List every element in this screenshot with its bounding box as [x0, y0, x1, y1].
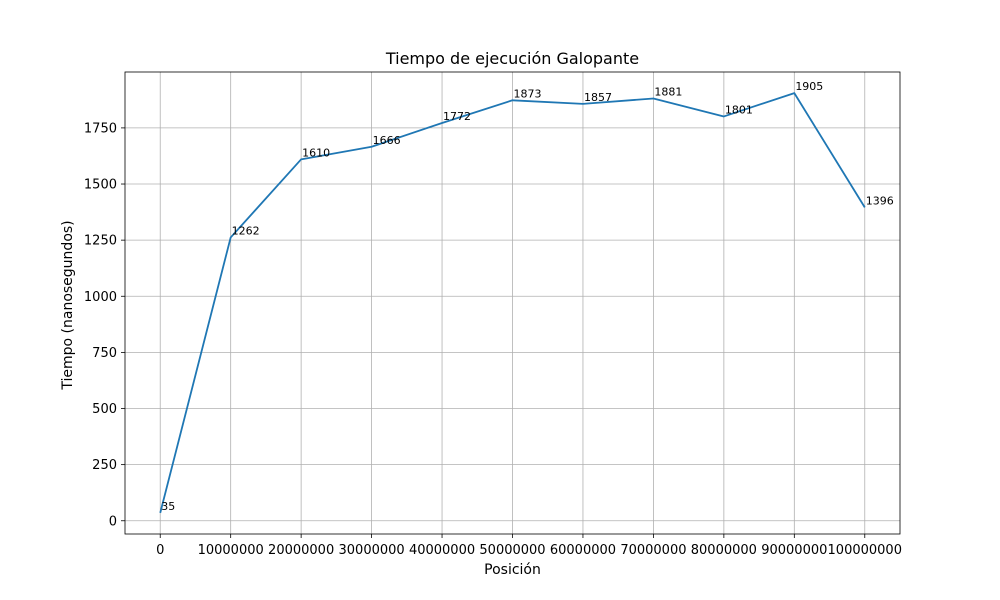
x-tick-label: 30000000: [339, 543, 405, 558]
x-tick-label: 70000000: [620, 543, 686, 558]
x-tick-label: 100000000: [828, 543, 902, 558]
series-line: [159, 92, 866, 514]
x-axis-label: Posición: [484, 562, 541, 578]
data-label: 1666: [373, 134, 401, 147]
data-label: 1610: [302, 146, 330, 159]
axes: 0 10000000 20000000 30000000 40000000 5000000…: [84, 71, 902, 558]
data-label: 35: [161, 500, 175, 513]
y-axis-label: Tiempo (nanosegundos): [60, 220, 76, 390]
x-tick-label: 10000000: [198, 543, 264, 558]
y-tick-label: 0: [109, 514, 117, 529]
y-tick-label: 1000: [84, 290, 117, 305]
series: [159, 92, 866, 514]
y-tick-label: 1500: [84, 178, 117, 193]
y-tick-label: 250: [92, 458, 117, 473]
data-label: 1772: [443, 110, 471, 123]
y-tick-label: 1250: [84, 234, 117, 249]
x-tick-label: 40000000: [409, 543, 475, 558]
data-label: 1857: [584, 91, 612, 104]
y-tick-label: 750: [92, 346, 117, 361]
x-tick-label: 60000000: [550, 543, 616, 558]
x-tick-label: 80000000: [691, 543, 757, 558]
x-tick-label: 20000000: [268, 543, 334, 558]
x-tick-label: 90000000: [761, 543, 827, 558]
data-label: 1881: [654, 85, 682, 98]
data-label: 1801: [725, 103, 753, 116]
x-tick-label: 0: [156, 543, 164, 558]
grid: [125, 72, 900, 534]
data-label: 1905: [795, 80, 823, 93]
plot-frame: [124, 71, 901, 535]
data-label: 1873: [514, 87, 542, 100]
chart-title: Tiempo de ejecución Galopante: [385, 49, 639, 68]
x-tick-label: 50000000: [479, 543, 545, 558]
y-tick-label: 500: [92, 402, 117, 417]
data-label: 1262: [232, 224, 260, 237]
y-tick-label: 1750: [84, 121, 117, 136]
data-label: 1396: [866, 194, 894, 207]
data-labels: 35 1262 1610 1666 1772 1873 1857 1881 1801 1905 13…: [161, 80, 894, 513]
